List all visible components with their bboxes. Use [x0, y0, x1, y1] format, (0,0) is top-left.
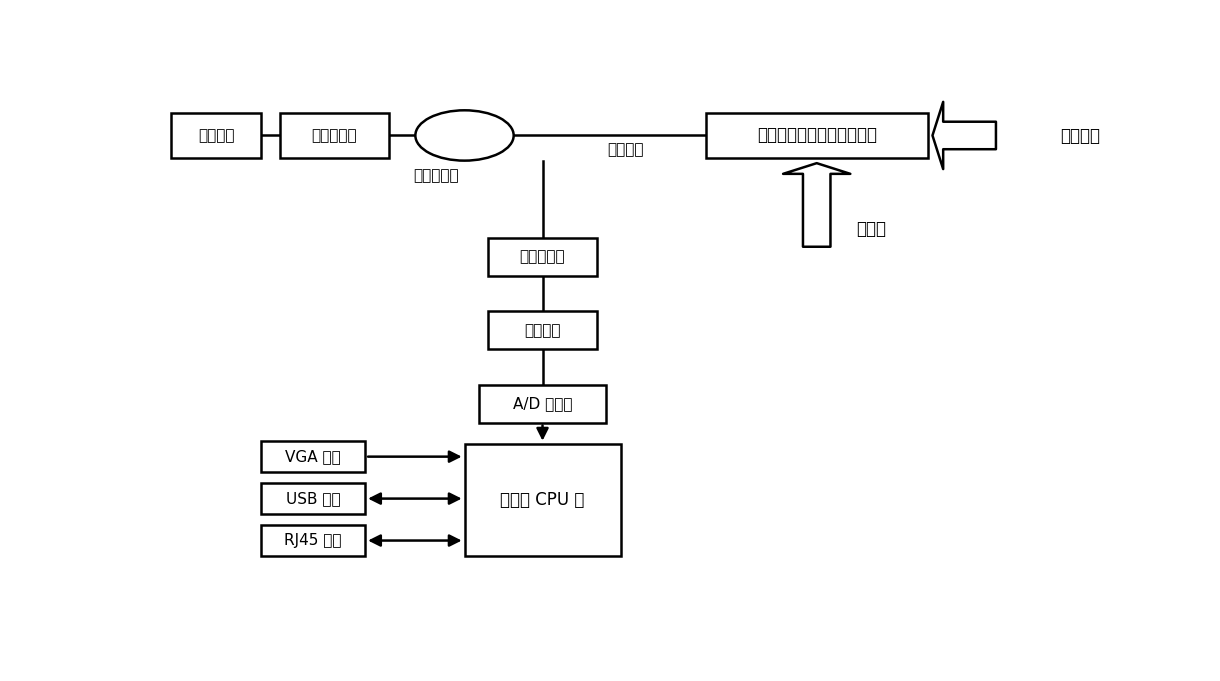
- FancyBboxPatch shape: [465, 443, 621, 556]
- FancyBboxPatch shape: [705, 113, 927, 158]
- Text: 嵌入式 CPU 板: 嵌入式 CPU 板: [500, 491, 584, 509]
- FancyBboxPatch shape: [281, 113, 389, 158]
- Text: 静压力: 静压力: [856, 219, 886, 238]
- Text: USB 接口: USB 接口: [285, 491, 340, 506]
- FancyBboxPatch shape: [261, 441, 365, 473]
- Text: 传输光纤: 传输光纤: [608, 142, 643, 157]
- FancyBboxPatch shape: [478, 385, 606, 422]
- Text: RJ45 接口: RJ45 接口: [284, 533, 342, 548]
- Text: 微腔干涉流速压差敏感结构: 微腔干涉流速压差敏感结构: [756, 127, 877, 144]
- Ellipse shape: [415, 110, 514, 161]
- FancyBboxPatch shape: [261, 483, 365, 514]
- FancyBboxPatch shape: [488, 238, 597, 276]
- Text: 光源模块: 光源模块: [198, 128, 234, 143]
- FancyBboxPatch shape: [171, 113, 261, 158]
- Text: 偏振控制器: 偏振控制器: [311, 128, 357, 143]
- Text: 信号放大: 信号放大: [525, 323, 561, 338]
- Text: 光纤环形器: 光纤环形器: [414, 169, 459, 184]
- FancyBboxPatch shape: [488, 311, 597, 349]
- Text: 流动方向: 流动方向: [1060, 127, 1100, 145]
- FancyBboxPatch shape: [261, 525, 365, 556]
- Text: 光电探测器: 光电探测器: [520, 249, 565, 264]
- Text: A/D 转换器: A/D 转换器: [512, 396, 572, 411]
- Text: VGA 接口: VGA 接口: [285, 449, 342, 464]
